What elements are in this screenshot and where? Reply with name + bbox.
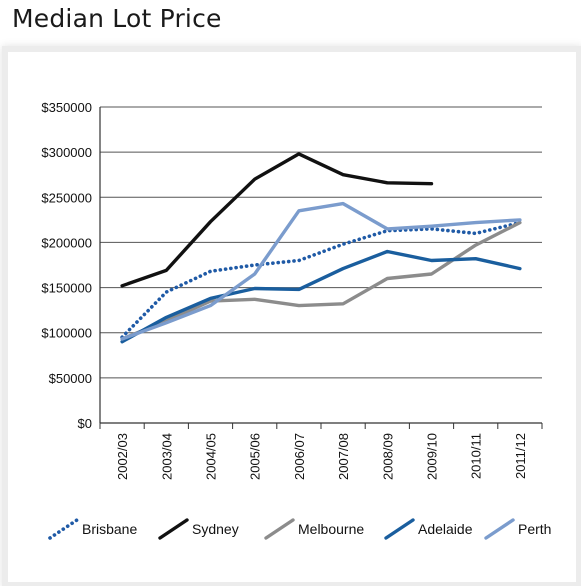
y-tick-label: $100000: [41, 326, 92, 341]
y-tick-label: $250000: [41, 190, 92, 205]
legend-swatch-brisbane: [48, 518, 79, 540]
series-line-brisbane: [120, 220, 522, 340]
legend-label-perth: Perth: [518, 521, 551, 537]
y-tick-label: $300000: [41, 145, 92, 160]
x-tick-label: 2002/03: [115, 433, 130, 480]
y-tick-label: $0: [78, 416, 92, 431]
x-tick-label: 2005/06: [248, 433, 263, 480]
gridlines: [100, 106, 542, 379]
legend-swatch-adelaide: [384, 518, 415, 540]
y-tick-label: $50000: [49, 371, 92, 386]
legend-label-sydney: Sydney: [192, 521, 239, 537]
legend-swatch-sydney: [158, 518, 189, 540]
y-tick-label: $350000: [41, 100, 92, 115]
series-line-sydney: [120, 152, 434, 288]
legend-label-melbourne: Melbourne: [298, 521, 364, 537]
x-tick-label: 2009/10: [425, 433, 440, 480]
x-tick-label: 2007/08: [336, 433, 351, 480]
x-tick-label: 2003/04: [159, 433, 174, 480]
series-lines: [120, 152, 522, 344]
legend-label-brisbane: Brisbane: [82, 521, 137, 537]
legend: Brisbane Sydney Melbourne Adelaide Perth: [48, 518, 551, 540]
y-tick-label: $200000: [41, 235, 92, 250]
x-tick-labels: 2002/03 2003/04 2004/05 2005/06 2006/07 2007/…: [115, 433, 528, 480]
series-line-adelaide: [120, 249, 522, 344]
y-tick-labels: $0 $50000 $100000 $150000 $200000 $250000 $300…: [41, 100, 92, 431]
series-line-perth: [120, 201, 522, 341]
y-tick-label: $150000: [41, 281, 92, 296]
x-tick-label: 2010/11: [469, 433, 484, 479]
line-chart: $0 $50000 $100000 $150000 $200000 $250000 $300…: [41, 100, 551, 540]
x-tick-label: 2011/12: [513, 433, 528, 479]
legend-swatch-melbourne: [264, 518, 295, 540]
legend-swatch-perth: [484, 518, 515, 540]
x-tick-label: 2006/07: [292, 433, 307, 480]
axes: [99, 107, 543, 429]
legend-label-adelaide: Adelaide: [418, 521, 473, 537]
x-tick-label: 2004/05: [204, 433, 219, 480]
chart-panel: $0 $50000 $100000 $150000 $200000 $250000 $300…: [8, 52, 576, 582]
x-tick-label: 2008/09: [380, 433, 395, 480]
chart-title: Median Lot Price: [12, 4, 222, 33]
